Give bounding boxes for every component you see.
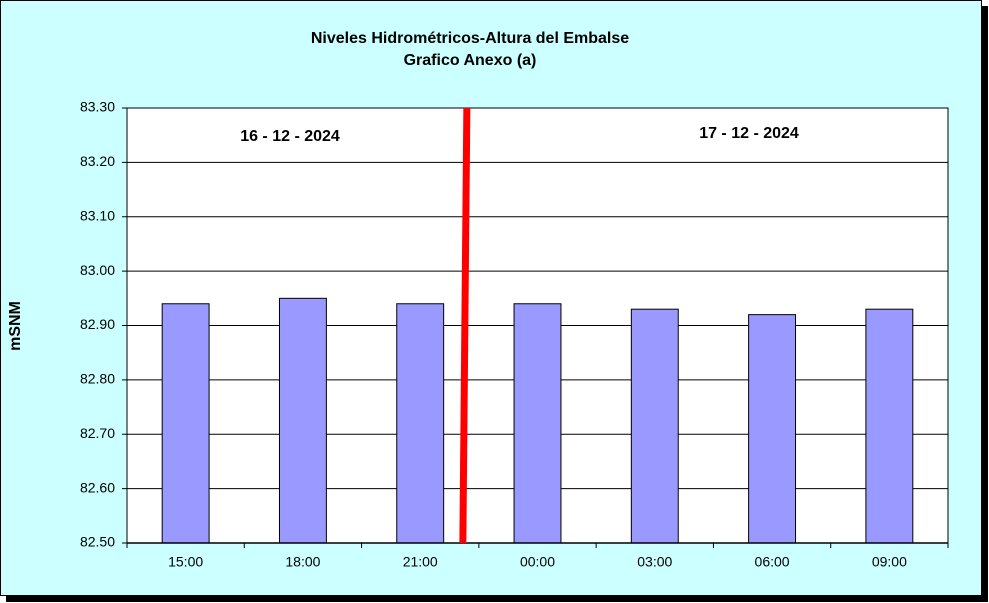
x-tick-label: 09:00 <box>872 554 907 570</box>
bar <box>630 308 679 544</box>
annotation: 17 - 12 - 2024 <box>699 125 799 142</box>
annotation: 16 - 12 - 2024 <box>240 128 340 145</box>
y-tick-label: 82.80 <box>80 371 115 387</box>
bar <box>748 314 797 544</box>
bar <box>865 308 914 544</box>
y-tick-label: 82.70 <box>80 425 115 441</box>
x-tick-label: 03:00 <box>637 554 672 570</box>
day-divider <box>459 107 471 544</box>
x-tick-label: 21:00 <box>403 554 438 570</box>
y-tick-label: 83.30 <box>80 99 115 115</box>
y-axis-label: mSNM <box>7 301 24 351</box>
chart-title: Niveles Hidrométricos-Altura del Embalse <box>311 30 629 47</box>
y-tick-label: 82.90 <box>80 316 115 332</box>
x-tick-label: 15:00 <box>168 554 203 570</box>
y-tick-label: 82.60 <box>80 479 115 495</box>
bar <box>161 303 210 544</box>
chart-subtitle: Grafico Anexo (a) <box>404 52 537 69</box>
bar <box>396 303 445 544</box>
x-tick-label: 18:00 <box>285 554 320 570</box>
x-tick-label: 06:00 <box>755 554 790 570</box>
y-tick-label: 83.00 <box>80 262 115 278</box>
y-tick-label: 83.10 <box>80 207 115 223</box>
y-tick-label: 83.20 <box>80 153 115 169</box>
bar <box>513 303 562 544</box>
y-tick-label: 82.50 <box>80 534 115 550</box>
x-tick-label: 00:00 <box>520 554 555 570</box>
bar <box>278 297 327 544</box>
